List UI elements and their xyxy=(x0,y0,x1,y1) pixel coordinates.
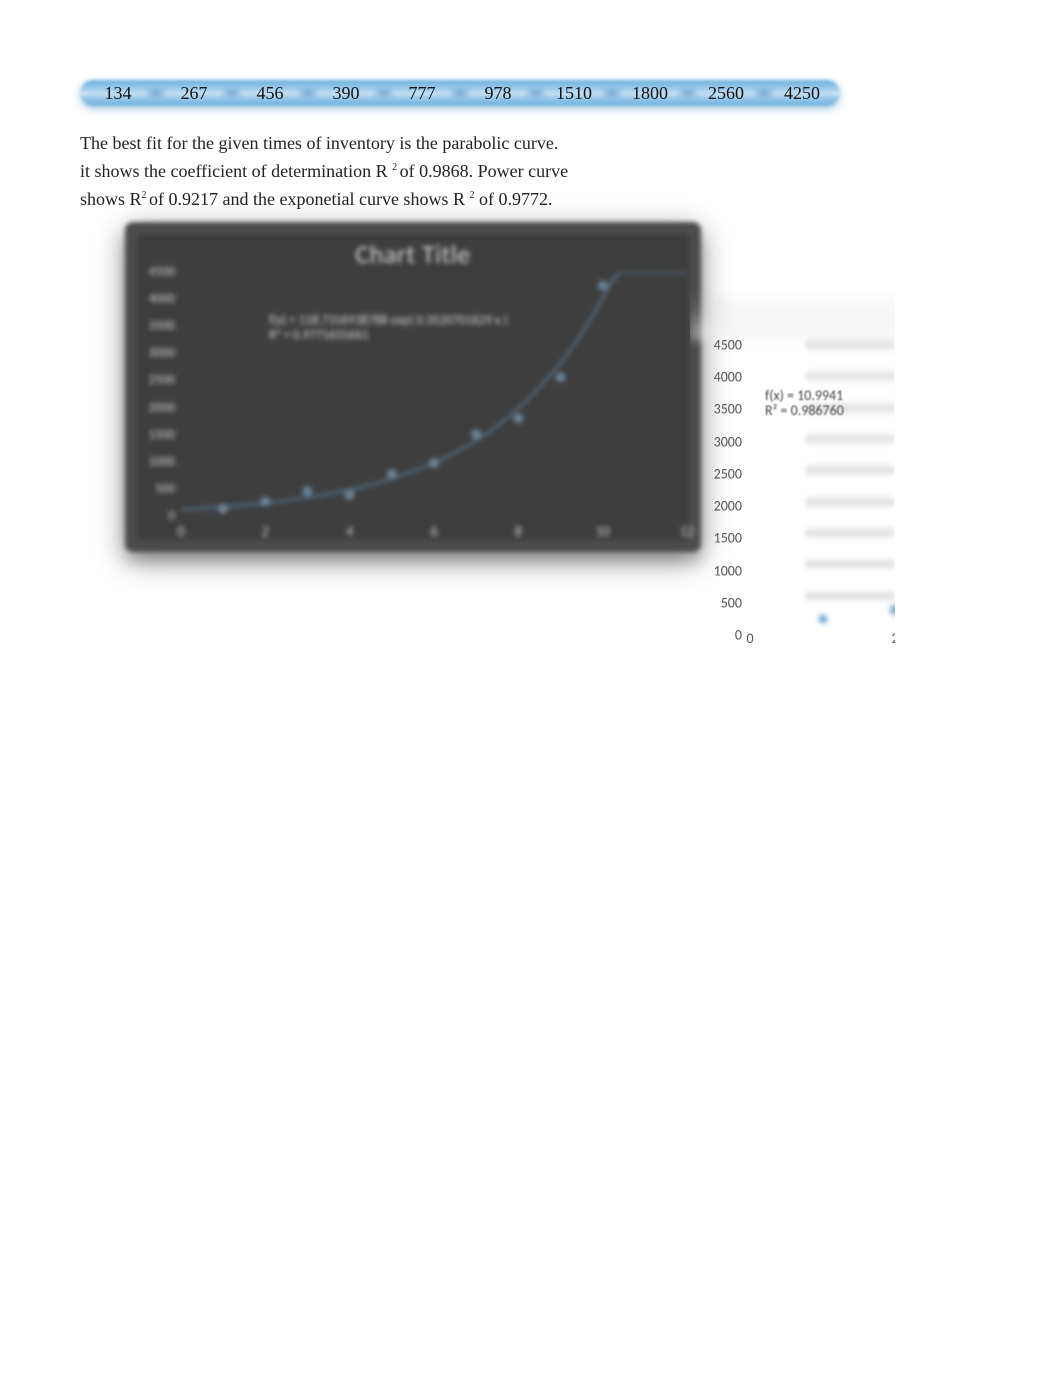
chart1-xtick: 0 xyxy=(177,523,184,540)
chart2: 050010001500200025003000350040004500 02 … xyxy=(690,290,895,655)
data-cell: 1510 xyxy=(536,80,612,106)
chart1-ytick: 3000 xyxy=(135,346,175,361)
chart2-point xyxy=(817,613,829,625)
data-cell: 1800 xyxy=(612,80,688,106)
chart2-glow-bar xyxy=(805,338,895,352)
chart2-point xyxy=(888,603,895,617)
chart2-ytick: 3500 xyxy=(714,401,742,418)
chart2-xtick: 2 xyxy=(891,630,895,647)
chart2-glow-bar xyxy=(805,463,895,477)
chart1-xtick: 6 xyxy=(430,523,437,540)
description-line: The best fit for the given times of inve… xyxy=(80,130,982,156)
chart2-glow-bar xyxy=(805,495,895,509)
data-cell: 267 xyxy=(156,80,232,106)
chart1-xtick: 8 xyxy=(515,523,522,540)
data-cell: 978 xyxy=(460,80,536,106)
chart2-glow-bar xyxy=(805,557,895,571)
data-cell: 2560 xyxy=(688,80,764,106)
chart1-ytick: 2500 xyxy=(135,373,175,388)
chart1-equation: f(x) = 118.7316938788 exp( 0.3520701629 … xyxy=(269,314,508,344)
chart2-ytick: 4500 xyxy=(714,337,742,354)
description-block: The best fit for the given times of inve… xyxy=(80,130,982,212)
data-cell: 134 xyxy=(80,80,156,106)
chart2-ytick: 1500 xyxy=(714,530,742,547)
data-cell: 777 xyxy=(384,80,460,106)
chart1-plot-area: f(x) = 118.7316938788 exp( 0.3520701629 … xyxy=(181,272,687,516)
chart2-xtick: 0 xyxy=(746,630,753,647)
chart1-xtick: 4 xyxy=(346,523,353,540)
chart2-glow-bar xyxy=(805,369,895,383)
data-cell: 4250 xyxy=(764,80,840,106)
chart2-glow-bar xyxy=(805,526,895,540)
chart1-xtick: 2 xyxy=(262,523,269,540)
chart2-ytick: 2000 xyxy=(714,498,742,515)
description-line: it shows the coefficient of determinatio… xyxy=(80,158,982,184)
chart2-ytick: 1000 xyxy=(714,562,742,579)
chart1-ytick: 500 xyxy=(135,481,175,496)
chart1-ytick: 4000 xyxy=(135,292,175,307)
chart2-ytick: 0 xyxy=(735,627,742,644)
chart1-ytick: 2000 xyxy=(135,400,175,415)
chart2-ytick: 500 xyxy=(721,594,742,611)
chart1: Chart Title f(x) = 118.7316938788 exp( 0… xyxy=(125,222,701,552)
chart1-ytick: 1000 xyxy=(135,454,175,469)
chart1-xtick: 10 xyxy=(596,523,610,540)
chart1-ytick: 1500 xyxy=(135,427,175,442)
data-row-values: 134 267 456 390 777 978 1510 1800 2560 4… xyxy=(80,80,840,106)
chart2-equation: f(x) = 10.9941 R² = 0.986760 xyxy=(765,388,844,419)
chart1-title: Chart Title xyxy=(125,238,701,270)
chart2-glow-bar xyxy=(805,432,895,446)
chart2-ytick: 2500 xyxy=(714,465,742,482)
chart2-ytick: 4000 xyxy=(714,369,742,386)
data-cell: 390 xyxy=(308,80,384,106)
chart2-ytick: 3000 xyxy=(714,433,742,450)
chart1-ytick: 3500 xyxy=(135,319,175,334)
data-cell: 456 xyxy=(232,80,308,106)
description-line: shows R2 of 0.9217 and the exponetial cu… xyxy=(80,186,982,212)
chart1-ytick: 4500 xyxy=(135,265,175,280)
chart1-ytick: 0 xyxy=(135,509,175,524)
chart2-glow-bar xyxy=(805,589,895,603)
